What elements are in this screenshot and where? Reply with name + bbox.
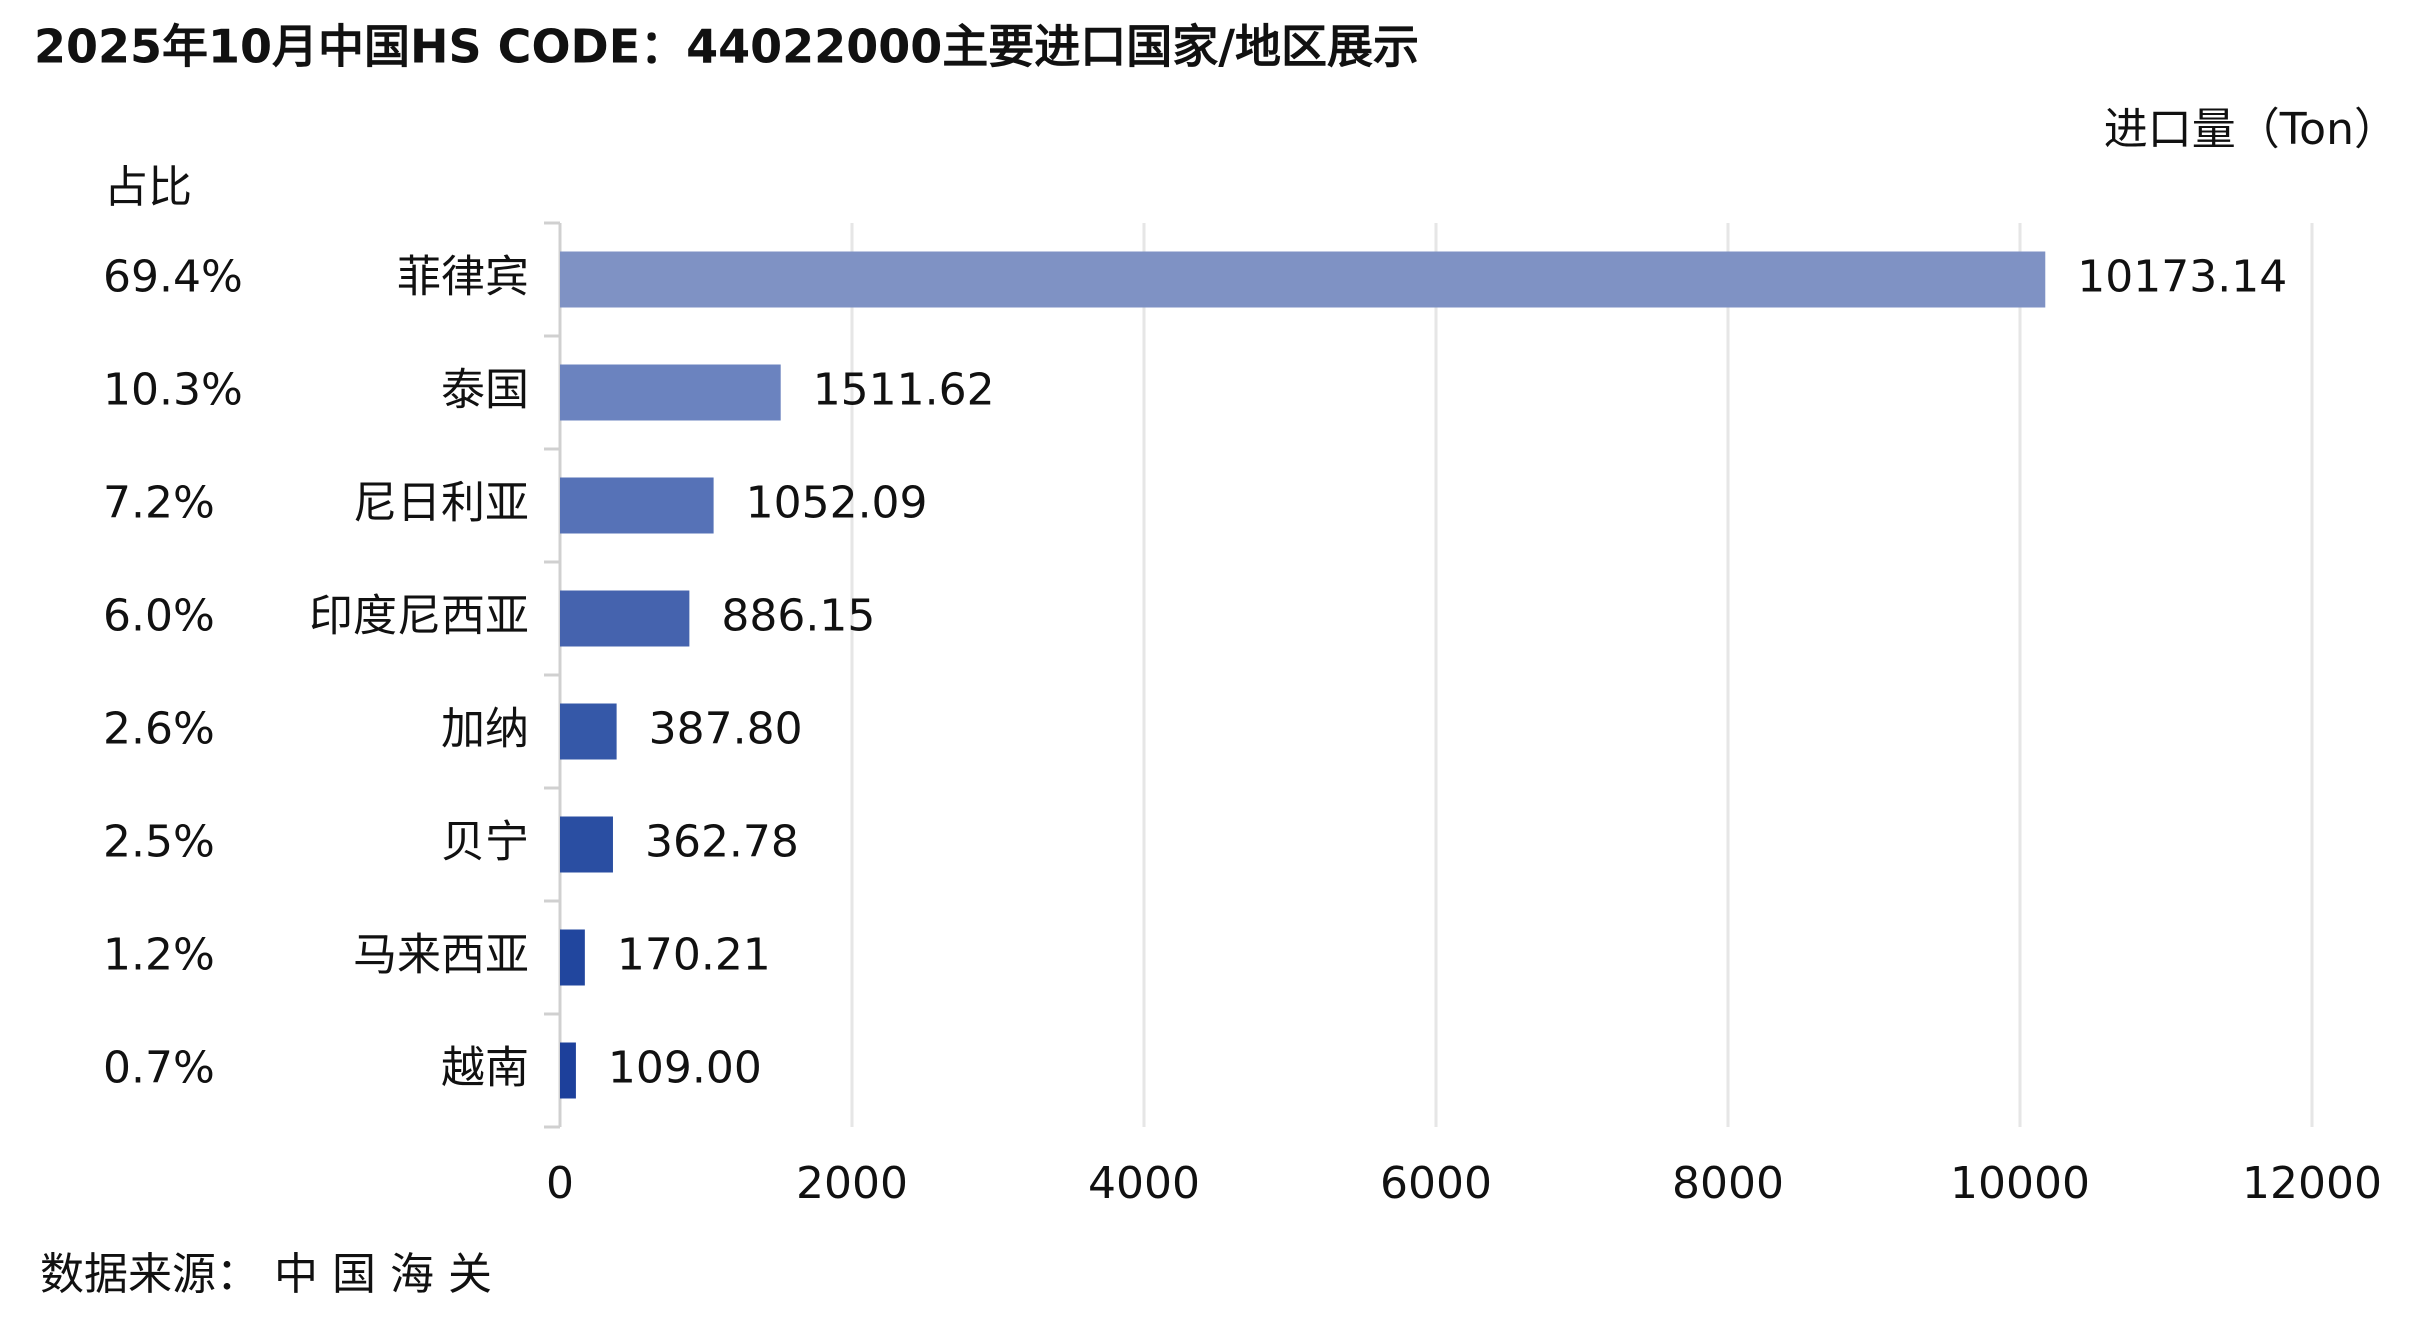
data-label: 10173.14 <box>2077 252 2287 303</box>
share-label: 7.2% <box>103 478 215 529</box>
source: 数据来源： 中 国 海 关 <box>40 1249 492 1300</box>
data-label: 886.15 <box>721 591 875 642</box>
share-label: 2.5% <box>103 817 215 868</box>
x-tick-label: 8000 <box>1672 1158 1784 1209</box>
share-label: 0.7% <box>103 1043 215 1094</box>
bar <box>560 816 613 873</box>
x-tick-label: 2000 <box>796 1158 908 1209</box>
bar <box>560 477 714 534</box>
share-label: 6.0% <box>103 591 215 642</box>
bar <box>560 1042 576 1099</box>
bar <box>560 251 2046 308</box>
y-tick-label: 马来西亚 <box>353 930 529 981</box>
y-tick-label: 加纳 <box>441 704 529 755</box>
data-label: 387.80 <box>649 704 803 755</box>
share-label: 10.3% <box>103 365 243 416</box>
chart-title: 2025年10月中国HS CODE：44022000主要进口国家/地区展示 <box>34 20 1419 74</box>
axis-label: 进口量（Ton） <box>2104 104 2398 155</box>
bar <box>560 929 585 986</box>
data-label: 109.00 <box>608 1043 762 1094</box>
bar <box>560 703 617 760</box>
y-tick-label: 贝宁 <box>441 817 529 868</box>
bar <box>560 590 690 647</box>
y-tick-label: 越南 <box>441 1043 529 1094</box>
x-tick-label: 6000 <box>1380 1158 1492 1209</box>
bar <box>560 364 781 421</box>
x-tick-label: 10000 <box>1950 1158 2090 1209</box>
x-tick-label: 4000 <box>1088 1158 1200 1209</box>
y-tick-label: 印度尼西亚 <box>309 591 529 642</box>
data-label: 1052.09 <box>746 478 928 529</box>
y-tick-label: 菲律宾 <box>397 252 529 303</box>
y-tick-label: 尼日利亚 <box>353 478 529 529</box>
data-label: 1511.62 <box>813 365 995 416</box>
share-label: 2.6% <box>103 704 215 755</box>
data-label: 170.21 <box>617 930 771 981</box>
share-label: 1.2% <box>103 930 215 981</box>
data-label: 362.78 <box>645 817 799 868</box>
x-tick-label: 0 <box>546 1158 574 1209</box>
x-tick-label: 12000 <box>2242 1158 2382 1209</box>
share-title: 占比 <box>104 162 192 213</box>
share-label: 69.4% <box>103 252 243 303</box>
y-tick-label: 泰国 <box>441 365 529 416</box>
